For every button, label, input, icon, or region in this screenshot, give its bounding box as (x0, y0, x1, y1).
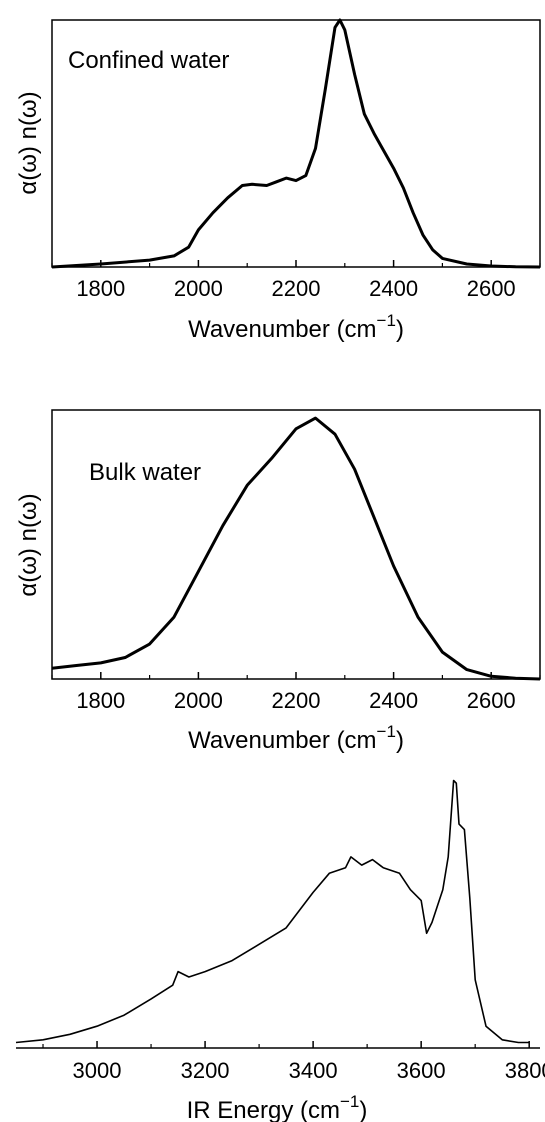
x-tick-label: 2000 (174, 688, 223, 713)
x-axis-label-close: ) (396, 316, 404, 343)
x-axis-label-close: ) (396, 727, 404, 754)
x-tick-label: 3200 (181, 1058, 230, 1083)
x-tick-label: 2000 (174, 276, 223, 301)
x-tick-label: 2600 (467, 276, 516, 301)
x-tick-label: 2400 (369, 276, 418, 301)
x-tick-label: 3000 (73, 1058, 122, 1083)
x-tick-label: 2400 (369, 688, 418, 713)
panel-annotation: Bulk water (89, 459, 201, 486)
x-axis-label: Wavenumber (cm−1) (188, 311, 404, 343)
x-axis-label-close: ) (359, 1097, 367, 1122)
plot-frame (51, 409, 541, 680)
series-line (51, 18, 541, 269)
x-axis-label: IR Energy (cm−1) (187, 1092, 368, 1122)
x-tick-label: 3800 (505, 1058, 545, 1083)
x-axis-label-text: Wavenumber (cm (188, 316, 376, 343)
y-axis-label: α(ω) n(ω) (15, 91, 42, 194)
x-axis-label-text: IR Energy (cm (187, 1097, 340, 1122)
x-tick-label: 2200 (272, 276, 321, 301)
x-tick-label: 3400 (289, 1058, 338, 1083)
x-tick-label: 3600 (397, 1058, 446, 1083)
series-line (51, 416, 541, 681)
x-axis-label-exponent: −1 (377, 722, 396, 741)
series-line (15, 779, 530, 1044)
x-axis-label-text: Wavenumber (cm (188, 727, 376, 754)
x-axis-label-exponent: −1 (340, 1092, 359, 1111)
x-tick-label: 2600 (467, 688, 516, 713)
x-axis-label-exponent: −1 (377, 311, 396, 330)
y-axis-label: α(ω) n(ω) (15, 493, 42, 596)
x-axis-label: Wavenumber (cm−1) (188, 722, 404, 754)
x-tick-label: 1800 (76, 276, 125, 301)
chart-1: 1800 2000 2200 2400 2600 Confined water Wavenu… (15, 18, 541, 343)
x-tick-label: 1800 (76, 688, 125, 713)
panel-annotation: Confined water (68, 47, 229, 74)
x-tick-label: 2200 (272, 688, 321, 713)
chart-3: 3000 3200 3400 3600 3800 IR Energy (cm−1) (15, 779, 545, 1122)
chart-2: 1800 2000 2200 2400 2600 Bulk water Wavenumber… (15, 409, 541, 754)
